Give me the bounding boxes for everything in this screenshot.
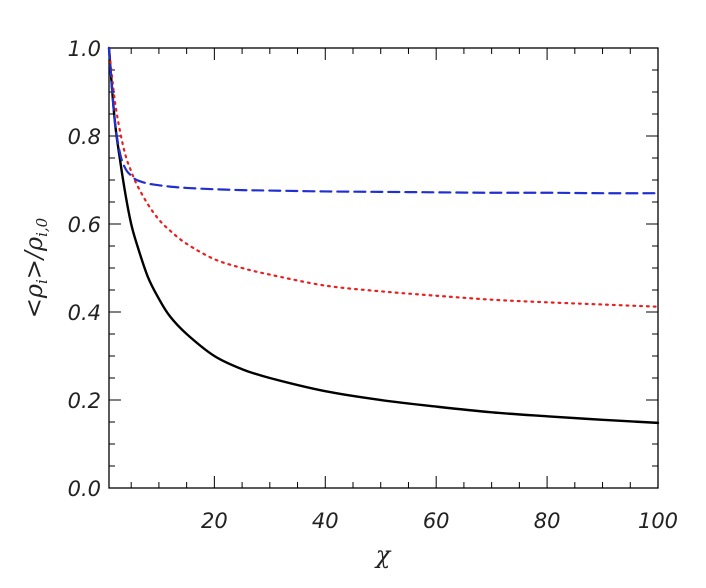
- x-tick-label: 100: [638, 509, 678, 533]
- axis-tick-labels: 20 40 60 80 100 0.0 0.2 0.4 0.6 0.8 1.0: [68, 37, 678, 533]
- series-lines: [107, 46, 660, 425]
- series-line-solid: [107, 46, 660, 425]
- x-tick-label: 20: [201, 509, 228, 533]
- y-tick-label: 0.2: [68, 389, 101, 413]
- x-tick-label: 40: [312, 509, 339, 533]
- x-tick-label: 60: [423, 509, 450, 533]
- series-line-dashed: [107, 46, 660, 195]
- y-axis-label: <ρi>/ρi,0: [20, 217, 51, 318]
- y-tick-label: 0.4: [68, 301, 101, 325]
- series-line-dotted: [107, 46, 660, 308]
- x-tick-label: 80: [534, 509, 561, 533]
- y-tick-label: 0.0: [68, 477, 101, 501]
- axis-ticks: [109, 47, 659, 489]
- plot-frame: [108, 47, 659, 489]
- y-tick-label: 1.0: [68, 37, 101, 61]
- y-tick-label: 0.8: [68, 125, 101, 149]
- x-axis-label: χ: [374, 541, 392, 569]
- y-tick-label: 0.6: [68, 213, 101, 237]
